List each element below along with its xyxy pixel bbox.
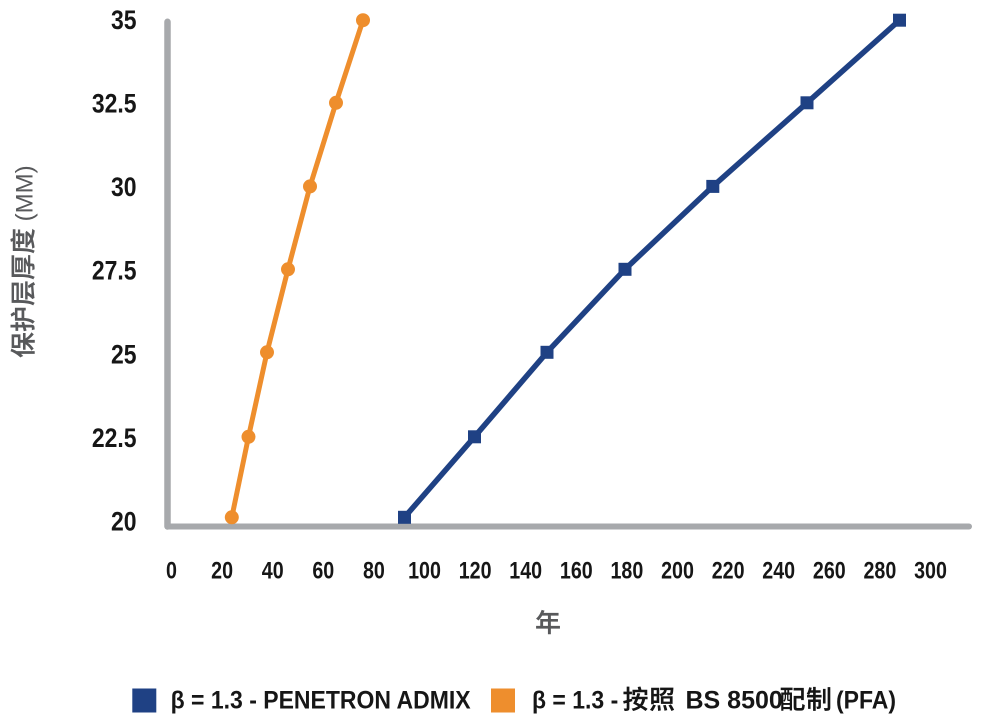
svg-text:β = 1.3 - PENETRON ADMIX: β = 1.3 - PENETRON ADMIX: [171, 687, 471, 715]
svg-text:120: 120: [459, 557, 492, 584]
svg-text:20: 20: [211, 557, 233, 584]
svg-text:35: 35: [111, 5, 137, 35]
svg-text:0: 0: [166, 557, 177, 584]
svg-text:22.5: 22.5: [92, 423, 137, 453]
svg-text:(MM): (MM): [12, 165, 39, 228]
svg-text:220: 220: [712, 557, 745, 584]
svg-text:32.5: 32.5: [92, 89, 137, 119]
svg-text:20: 20: [111, 507, 137, 537]
svg-text:100: 100: [408, 557, 441, 584]
svg-text:40: 40: [262, 557, 284, 584]
svg-text:30: 30: [111, 172, 137, 202]
svg-text:140: 140: [509, 557, 542, 584]
svg-text:27.5: 27.5: [92, 256, 137, 286]
svg-text:300: 300: [914, 557, 947, 584]
svg-text:BS 8500: BS 8500: [686, 687, 783, 715]
svg-text:260: 260: [813, 557, 846, 584]
svg-text:80: 80: [363, 557, 385, 584]
svg-text:240: 240: [762, 557, 795, 584]
svg-text:180: 180: [610, 557, 643, 584]
svg-text:25: 25: [111, 340, 137, 370]
svg-text:160: 160: [560, 557, 593, 584]
svg-text:(PFA): (PFA): [836, 687, 896, 715]
svg-text:200: 200: [661, 557, 694, 584]
svg-text:β = 1.3 -: β = 1.3 -: [532, 687, 618, 715]
svg-text:60: 60: [312, 557, 334, 584]
svg-text:280: 280: [863, 557, 896, 584]
